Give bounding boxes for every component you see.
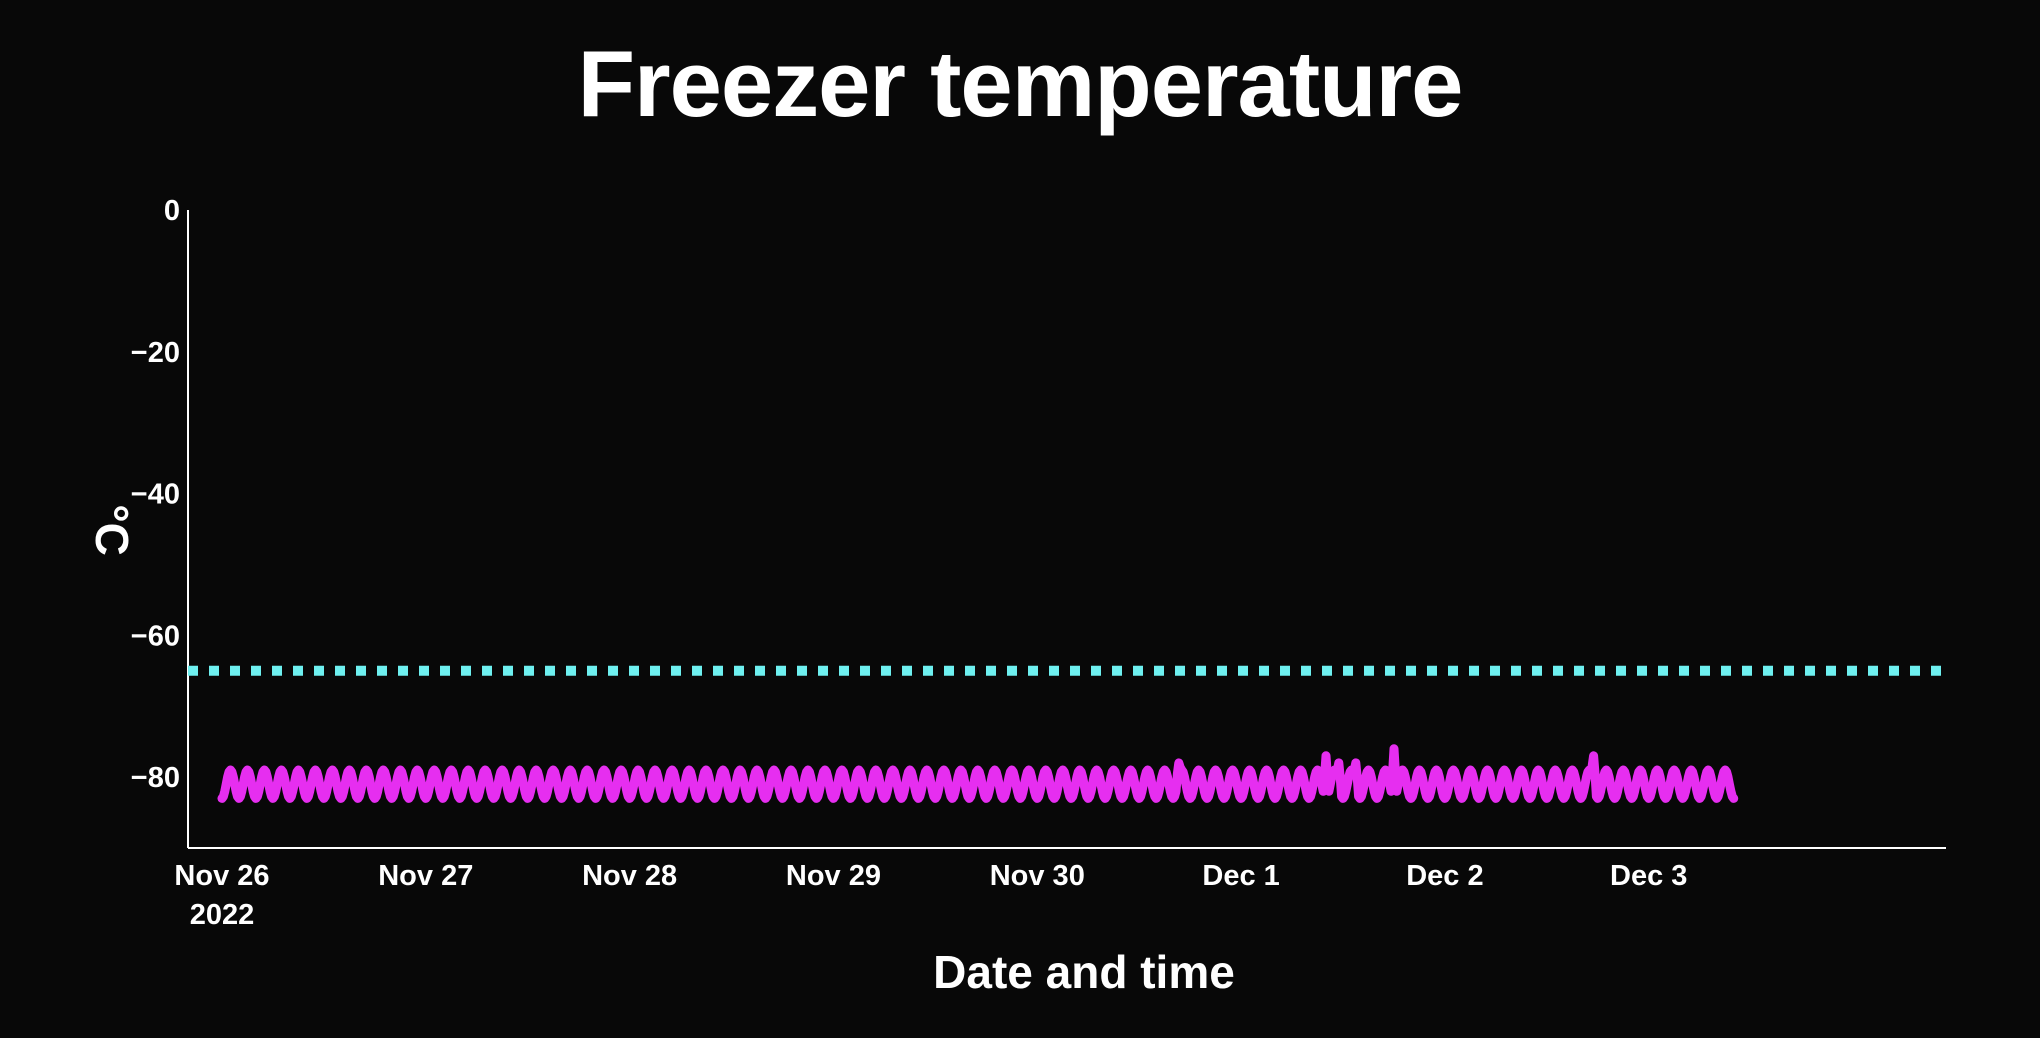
x-tick-label: Nov 29 bbox=[786, 860, 881, 892]
chart-title: Freezer temperature bbox=[577, 31, 1464, 136]
x-tick-label: Dec 1 bbox=[1202, 860, 1279, 892]
y-tick-label: −40 bbox=[131, 479, 180, 511]
x-tick-label: Nov 27 bbox=[378, 860, 473, 892]
y-tick-label: 0 bbox=[164, 195, 180, 227]
x-tick-label: Dec 2 bbox=[1406, 860, 1483, 892]
x-tick-label: Nov 28 bbox=[582, 860, 677, 892]
x-axis-title: Date and time bbox=[933, 946, 1235, 998]
temperature-line bbox=[217, 744, 1739, 803]
y-tick-label: −80 bbox=[131, 762, 180, 794]
x-tick-sublabel: 2022 bbox=[190, 899, 255, 931]
x-tick-label: Dec 3 bbox=[1610, 860, 1687, 892]
y-tick-label: −60 bbox=[131, 620, 180, 652]
y-tick-label: −20 bbox=[131, 337, 180, 369]
x-tick-label: Nov 26 bbox=[174, 860, 269, 892]
x-tick-label: Nov 30 bbox=[990, 860, 1085, 892]
y-axis-title: °C bbox=[86, 504, 138, 556]
